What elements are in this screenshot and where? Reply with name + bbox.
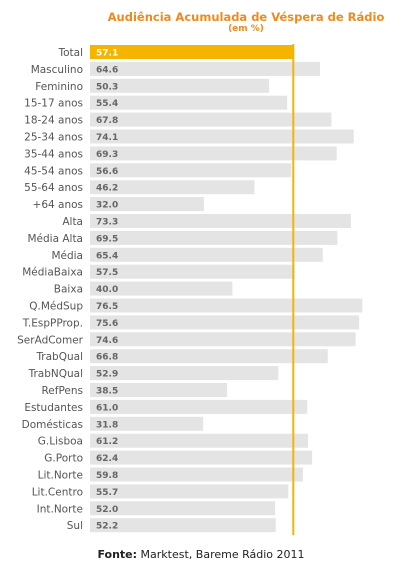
bar-trabqual xyxy=(90,349,328,364)
category-label-media: Média xyxy=(51,250,83,262)
category-label-15-17-anos: 15-17 anos xyxy=(24,98,83,110)
bar-estudantes xyxy=(90,399,308,414)
value-label-media: 65.4 xyxy=(96,251,118,261)
category-label-25-34-anos: 25-34 anos xyxy=(24,132,83,144)
value-label-refpens: 38.5 xyxy=(96,387,118,397)
category-label-g-lisboa: G.Lisboa xyxy=(38,436,83,448)
category-label-alta: Alta xyxy=(62,216,83,228)
value-label-55-64-anos: 46.2 xyxy=(96,184,118,194)
value-label-total: 57.1 xyxy=(96,49,118,59)
bar-mediabaixa xyxy=(90,264,295,279)
value-label-25-34-anos: 74.1 xyxy=(96,133,118,143)
bar-q-medsup xyxy=(90,298,363,313)
bar-lit-centro xyxy=(90,484,289,499)
category-label-masculino: Masculino xyxy=(31,64,83,76)
category-label-lit-centro: Lit.Centro xyxy=(32,486,83,498)
bar-int-norte xyxy=(90,501,276,516)
bar-45-54-anos xyxy=(90,163,292,178)
category-label-35-44-anos: 35-44 anos xyxy=(24,148,83,160)
source-note: Fonte: Marktest, Bareme Rádio 2011 xyxy=(0,548,402,561)
category-label-plus64-anos: +64 anos xyxy=(33,199,83,211)
value-label-plus64-anos: 32.0 xyxy=(96,201,118,211)
value-label-trabnqual: 52.9 xyxy=(96,370,118,380)
category-label-baixa: Baixa xyxy=(54,284,83,296)
category-label-trabqual: TrabQual xyxy=(35,351,83,363)
value-label-t-esppprop: 75.6 xyxy=(96,319,118,329)
bar-18-24-anos xyxy=(90,112,332,127)
category-label-g-porto: G.Porto xyxy=(44,453,83,465)
bar-baixa xyxy=(90,281,233,296)
value-label-estudantes: 61.0 xyxy=(96,403,118,413)
source-label: Fonte: xyxy=(97,548,138,561)
category-label-refpens: RefPens xyxy=(41,385,83,397)
bar-plus64-anos xyxy=(90,197,204,212)
value-label-int-norte: 52.0 xyxy=(96,505,118,515)
category-label-media-alta: Média Alta xyxy=(27,233,83,245)
category-label-55-64-anos: 55-64 anos xyxy=(24,182,83,194)
category-label-18-24-anos: 18-24 anos xyxy=(24,115,83,127)
bar-25-34-anos xyxy=(90,129,354,144)
value-label-alta: 73.3 xyxy=(96,218,118,228)
bar-total xyxy=(90,45,294,59)
category-label-trabnqual: TrabNQual xyxy=(28,368,83,380)
bar-feminino xyxy=(90,78,270,93)
bar-55-64-anos xyxy=(90,180,255,195)
bar-domesticas xyxy=(90,416,204,431)
category-label-feminino: Feminino xyxy=(35,81,83,93)
bar-refpens xyxy=(90,383,228,397)
category-label-q-medsup: Q.MédSup xyxy=(29,301,83,313)
bar-35-44-anos xyxy=(90,146,337,161)
bar-media xyxy=(90,247,323,262)
value-label-media-alta: 69.5 xyxy=(96,234,118,244)
bar-sul xyxy=(90,518,276,533)
bar-chart: Total 57.1 Masculino 64.6 Feminino 50.3 15-17 … xyxy=(17,44,363,536)
category-label-estudantes: Estudantes xyxy=(24,402,83,414)
bar-seradcomer xyxy=(90,332,356,347)
source-text: Marktest, Bareme Rádio 2011 xyxy=(140,548,305,561)
category-label-domesticas: Domésticas xyxy=(22,419,83,431)
value-label-masculino: 64.6 xyxy=(96,65,118,75)
category-label-t-esppprop: T.EspPProp. xyxy=(22,317,83,329)
value-label-q-medsup: 76.5 xyxy=(96,302,118,312)
category-label-int-norte: Int.Norte xyxy=(37,503,83,515)
value-label-lit-norte: 59.8 xyxy=(96,471,118,481)
value-label-trabqual: 66.8 xyxy=(96,353,118,363)
category-label-lit-norte: Lit.Norte xyxy=(38,470,83,482)
category-label-45-54-anos: 45-54 anos xyxy=(24,165,83,177)
value-label-g-porto: 62.4 xyxy=(96,454,118,464)
value-label-35-44-anos: 69.3 xyxy=(96,150,118,160)
chart-subtitle: (em %) xyxy=(228,24,264,34)
value-label-sul: 52.2 xyxy=(96,522,118,532)
category-label-seradcomer: SerAdComer xyxy=(17,334,84,346)
value-label-domesticas: 31.8 xyxy=(96,420,118,430)
bar-g-porto xyxy=(90,450,313,465)
chart-title: Audiência Acumulada de Véspera de Rádio xyxy=(107,10,385,24)
bar-15-17-anos xyxy=(90,95,288,110)
value-label-mediabaixa: 57.5 xyxy=(96,268,118,278)
bar-lit-norte xyxy=(90,467,303,482)
bar-trabnqual xyxy=(90,366,279,381)
value-label-g-lisboa: 61.2 xyxy=(96,437,118,447)
bar-g-lisboa xyxy=(90,433,308,448)
value-label-18-24-anos: 67.8 xyxy=(96,116,118,126)
bar-media-alta xyxy=(90,230,338,245)
bar-masculino xyxy=(90,61,320,76)
category-label-sul: Sul xyxy=(67,520,83,532)
category-label-total: Total xyxy=(57,47,83,59)
bar-t-esppprop xyxy=(90,315,360,330)
value-label-45-54-anos: 56.6 xyxy=(96,167,118,177)
bar-alta xyxy=(90,214,351,228)
value-label-seradcomer: 74.6 xyxy=(96,336,118,346)
value-label-baixa: 40.0 xyxy=(96,285,118,295)
value-label-15-17-anos: 55.4 xyxy=(96,99,118,109)
value-label-lit-centro: 55.7 xyxy=(96,488,118,498)
value-label-feminino: 50.3 xyxy=(96,82,118,92)
category-label-mediabaixa: MédiaBaixa xyxy=(22,267,83,279)
